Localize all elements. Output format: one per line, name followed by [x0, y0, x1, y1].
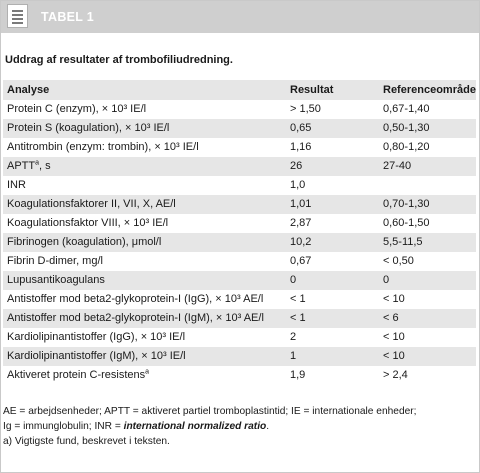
- cell-resultat: 0: [290, 274, 297, 286]
- cell-resultat: 2,87: [290, 217, 312, 229]
- table-row: Protein C (enzym), × 10³ IE/l > 1,50 0,67-…: [3, 100, 476, 119]
- footnotes: AE = arbejdsenheder; APTT = aktiveret pa…: [3, 404, 473, 449]
- document-lines-icon: [7, 4, 28, 28]
- cell-resultat: 1,16: [290, 141, 312, 153]
- table-row: Antitrombin (enzym: trombin), × 10³ IE/l…: [3, 138, 476, 157]
- cell-analyse: Kardiolipinantistoffer (IgM), × 10³ IE/l: [7, 350, 186, 362]
- results-table: Analyse Resultat Referenceområde Protein…: [3, 80, 476, 385]
- cell-analyse: Antistoffer mod beta2-glykoprotein-I (Ig…: [7, 312, 264, 324]
- table-header-bar: TABEL 1: [1, 1, 479, 33]
- cell-resultat: 10,2: [290, 236, 312, 248]
- cell-resultat: 0,67: [290, 255, 312, 267]
- cell-analyse: Protein C (enzym), × 10³ IE/l: [7, 103, 147, 115]
- table-row: Antistoffer mod beta2-glykoprotein-I (Ig…: [3, 290, 476, 309]
- table-body: Protein C (enzym), × 10³ IE/l > 1,50 0,67-…: [3, 100, 476, 385]
- cell-resultat: 26: [290, 160, 303, 172]
- table-row: Kardiolipinantistoffer (IgM), × 10³ IE/l…: [3, 347, 476, 366]
- cell-resultat: 1,0: [290, 179, 306, 191]
- table-row: Koagulationsfaktor VIII, × 10³ IE/l 2,87 0…: [3, 214, 476, 233]
- cell-resultat: < 1: [290, 293, 306, 305]
- table-row: Aktiveret protein C-resistensa 1,9 > 2,4: [3, 366, 476, 385]
- footnote-marker: a: [145, 368, 150, 376]
- cell-referenceomraade: 27-40: [383, 160, 412, 172]
- table-row: Fibrinogen (koagulation), μmol/l 10,2 5,5-…: [3, 233, 476, 252]
- table-row: Lupusantikoagulans 0 0: [3, 271, 476, 290]
- table-row: Protein S (koagulation), × 10³ IE/l 0,65 0…: [3, 119, 476, 138]
- cell-resultat: 1: [290, 350, 297, 362]
- cell-referenceomraade: 0: [383, 274, 390, 286]
- column-header-analyse: Analyse: [7, 84, 50, 96]
- table-title: TABEL 1: [41, 10, 95, 24]
- cell-analyse: Kardiolipinantistoffer (IgG), × 10³ IE/l: [7, 331, 186, 343]
- cell-analyse: INR: [7, 179, 26, 191]
- cell-referenceomraade: 0,67-1,40: [383, 103, 430, 115]
- footnote-text: .: [266, 421, 270, 432]
- cell-referenceomraade: 0,50-1,30: [383, 122, 430, 134]
- cell-analyse: Antistoffer mod beta2-glykoprotein-I (Ig…: [7, 293, 264, 305]
- table-row: INR 1,0: [3, 176, 476, 195]
- cell-referenceomraade: < 10: [383, 350, 405, 362]
- cell-analyse: Koagulationsfaktor VIII, × 10³ IE/l: [7, 217, 169, 229]
- table-row: Antistoffer mod beta2-glykoprotein-I (Ig…: [3, 309, 476, 328]
- cell-resultat: < 1: [290, 312, 306, 324]
- cell-resultat: 0,65: [290, 122, 312, 134]
- table-row: Fibrin D-dimer, mg/l 0,67 < 0,50: [3, 252, 476, 271]
- table-header-row: Analyse Resultat Referenceområde: [3, 80, 476, 100]
- cell-resultat: 1,01: [290, 198, 312, 210]
- footnote-abbreviations: AE = arbejdsenheder; APTT = aktiveret pa…: [3, 406, 417, 417]
- cell-analyse: Lupusantikoagulans: [7, 274, 105, 286]
- cell-analyse: Koagulationsfaktorer II, VII, X, AE/l: [7, 198, 176, 210]
- cell-referenceomraade: 0,80-1,20: [383, 141, 430, 153]
- table-row: APTTa, s 26 27-40: [3, 157, 476, 176]
- footnote-a: a) Vigtigste fund, beskrevet i teksten.: [3, 436, 170, 447]
- footnote-text: Ig = immunglobulin; INR =: [3, 421, 124, 432]
- cell-resultat: > 1,50: [290, 103, 321, 115]
- footnote-italic-term: international normalized ratio: [123, 421, 267, 432]
- cell-referenceomraade: 0,70-1,30: [383, 198, 430, 210]
- cell-resultat: 1,9: [290, 369, 306, 381]
- column-header-resultat: Resultat: [290, 84, 334, 96]
- table-subtitle: Uddrag af resultater af trombofiliudredn…: [5, 54, 233, 66]
- cell-analyse: Fibrin D-dimer, mg/l: [7, 255, 103, 267]
- cell-referenceomraade: 0,60-1,50: [383, 217, 430, 229]
- cell-referenceomraade: < 0,50: [383, 255, 414, 267]
- footnote-marker: a: [35, 159, 40, 167]
- cell-analyse: Aktiveret protein C-resistensa: [7, 368, 150, 381]
- cell-analyse: Protein S (koagulation), × 10³ IE/l: [7, 122, 170, 134]
- cell-referenceomraade: < 10: [383, 331, 405, 343]
- cell-referenceomraade: < 10: [383, 293, 405, 305]
- cell-referenceomraade: 5,5-11,5: [383, 236, 423, 248]
- column-header-referenceomraade: Referenceområde: [383, 84, 476, 96]
- cell-analyse: Antitrombin (enzym: trombin), × 10³ IE/l: [7, 141, 199, 153]
- footnote-abbreviations-2: Ig = immunglobulin; INR = international …: [3, 419, 473, 434]
- table-row: Koagulationsfaktorer II, VII, X, AE/l 1,0…: [3, 195, 476, 214]
- cell-referenceomraade: < 6: [383, 312, 399, 324]
- cell-analyse: Fibrinogen (koagulation), μmol/l: [7, 236, 162, 248]
- table-row: Kardiolipinantistoffer (IgG), × 10³ IE/l…: [3, 328, 476, 347]
- cell-referenceomraade: > 2,4: [383, 369, 408, 381]
- cell-analyse: APTTa, s: [7, 159, 51, 172]
- cell-resultat: 2: [290, 331, 297, 343]
